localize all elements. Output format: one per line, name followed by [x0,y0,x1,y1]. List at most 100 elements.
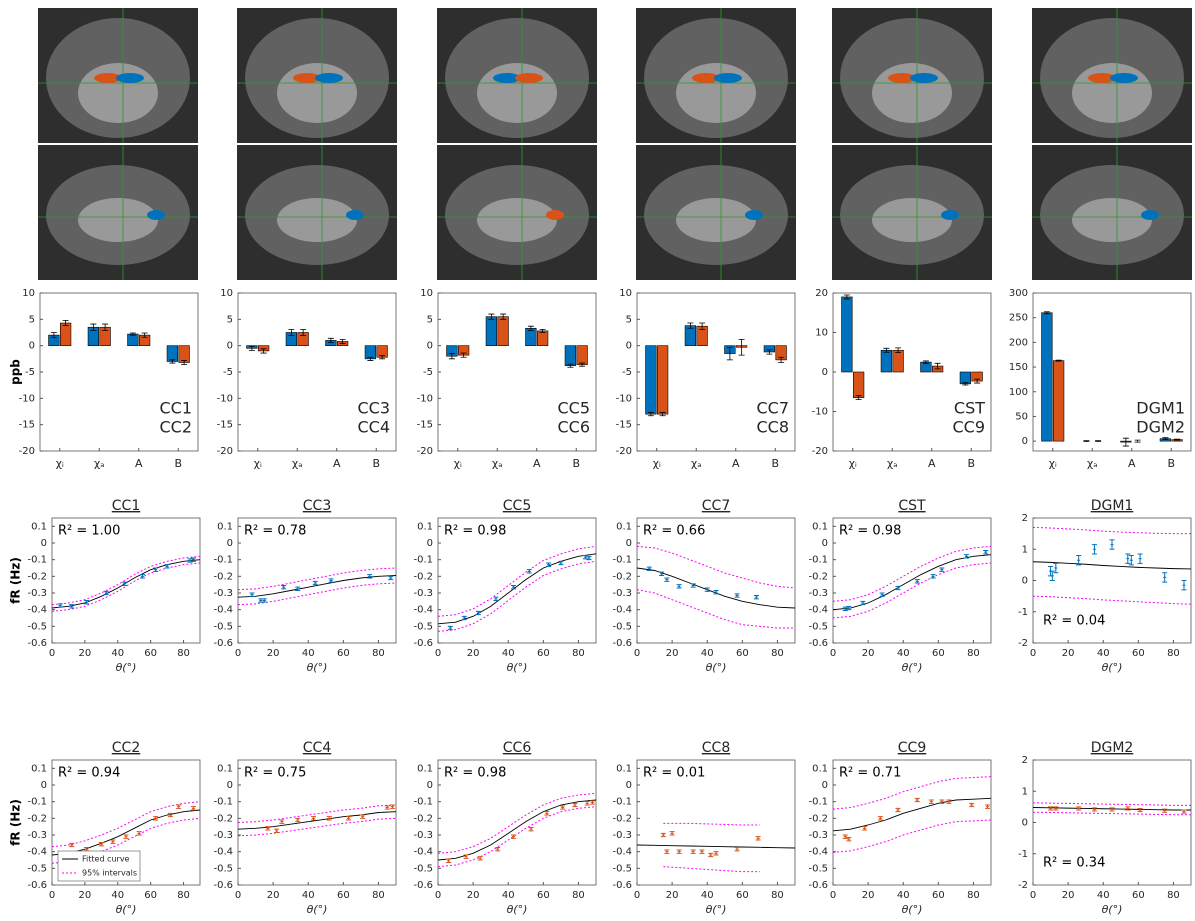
data-point [544,812,549,815]
data-point [1092,545,1097,554]
chart-title: CC4 [303,740,332,756]
data-point [585,802,590,805]
y-tick-label: -0.4 [213,605,233,616]
y-tick-label: -15 [217,420,233,431]
y-tick-label: 10 [420,288,433,299]
roi [515,73,543,83]
y-tick-label: 0 [227,780,233,791]
x-tick-label: χₐ [94,457,105,470]
bar [167,346,178,362]
data-point [939,568,944,571]
data-point [511,835,516,838]
data-point [262,599,267,602]
y-tick-label: 200 [1009,337,1028,348]
data-point [985,805,990,808]
data-point [699,850,704,853]
x-tick-label: B [967,457,975,470]
y-tick-label: -10 [616,393,632,404]
roi [546,210,564,220]
mri-tissue [676,198,756,242]
y-tick-label: -15 [417,420,433,431]
y-tick-label: -5 [223,367,233,378]
bar [498,317,509,346]
y-tick-label: -0.3 [213,830,233,841]
legend-label: CC8 [756,418,789,437]
data-point [661,833,666,836]
data-point [265,827,270,830]
r-squared: R² = 0.66 [643,524,705,539]
mri-tissue [277,63,357,123]
bar [881,350,892,372]
x-tick-label: χₐ [691,457,702,470]
data-point [390,805,395,808]
x-axis-label: θ(°) [307,903,328,916]
y-tick-label: 0 [227,341,233,352]
data-point [346,817,351,820]
x-axis-label: θ(°) [706,661,727,674]
chart-title: CST [898,498,926,514]
data-point [1162,573,1167,582]
y-tick-label: -0.4 [213,847,233,858]
fitted-curve [52,810,200,855]
data-point [495,848,500,851]
r-squared: R² = 0.01 [643,766,705,781]
data-point [360,815,365,818]
y-tick-label: 0 [41,780,47,791]
x-tick-label: 60 [736,890,749,901]
interval-lower [238,583,396,605]
x-tick-label: χᵢ [56,457,64,470]
y-tick-label: 0 [822,538,828,549]
x-tick-label: B [1167,457,1175,470]
y-axis-label: fR (Hz) [9,557,23,604]
x-tick-label: 80 [1167,648,1180,659]
chart-title: CC3 [303,498,331,514]
x-tick-label: 40 [502,890,515,901]
y-tick-label: 0 [626,341,632,352]
x-tick-label: A [928,457,936,470]
data-point [754,596,759,599]
y-tick-label: 0.1 [217,521,233,532]
y-tick-label: -0.5 [27,621,47,632]
y-tick-label: 0 [1022,576,1028,587]
y-tick-label: 0 [427,780,433,791]
r-squared: R² = 1.00 [58,524,120,539]
y-tick-label: 0 [29,341,35,352]
error-bar [1135,440,1141,442]
fitted-curve [637,845,795,848]
y-tick-label: 150 [1009,362,1028,373]
fitted-curve [238,812,396,830]
x-tick-label: 0 [830,890,836,901]
y-tick-label: 0.1 [217,763,233,774]
x-tick-label: 40 [111,648,124,659]
x-tick-label: χᵢ [254,457,262,470]
x-tick-label: 80 [177,648,190,659]
x-tick-label: χᵢ [653,457,661,470]
bar [179,346,190,363]
data-point [1110,540,1115,549]
legend-label: DGM1 [1136,399,1185,418]
x-tick-label: 40 [302,648,315,659]
y-tick-label: -0.6 [413,638,433,649]
y-tick-label: 0.1 [812,763,828,774]
x-tick-label: 20 [666,648,679,659]
y-tick-label: -0.6 [413,880,433,891]
y-tick-label: -0.3 [808,830,828,841]
data-point [915,580,920,583]
interval-upper [438,546,596,616]
y-tick-label: -0.3 [808,588,828,599]
legend-label: Fitted curve [82,855,130,864]
legend-label: CC7 [756,399,789,418]
data-point [529,828,534,831]
data-point [367,575,372,578]
x-tick-label: 20 [1062,648,1075,659]
r-squared: R² = 0.75 [244,766,306,781]
x-tick-label: 80 [1167,890,1180,901]
chart-title: CC9 [898,740,926,756]
interval-lower [1033,812,1191,815]
data-point [670,832,675,835]
roi [1110,73,1138,83]
data-point [929,800,934,803]
x-tick-label: 20 [666,890,679,901]
x-tick-label: A [1128,457,1136,470]
x-tick-label: 60 [1132,890,1145,901]
